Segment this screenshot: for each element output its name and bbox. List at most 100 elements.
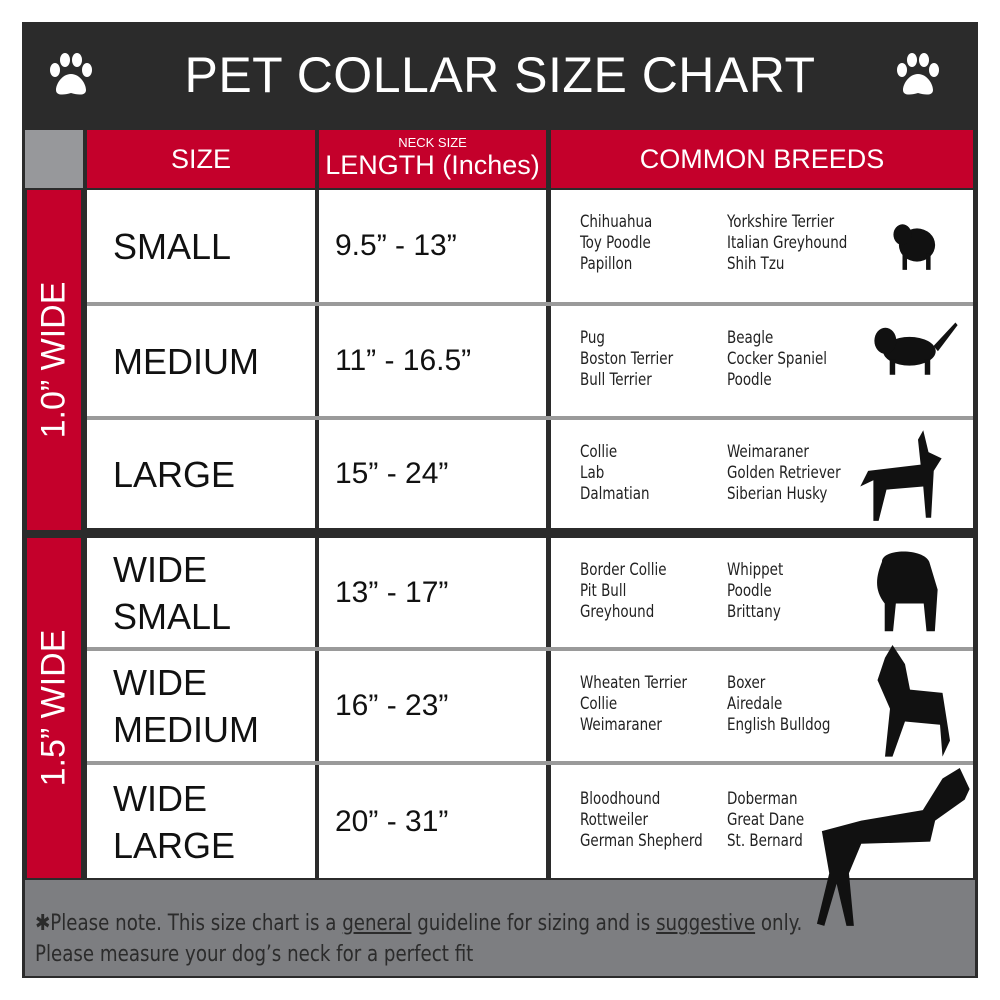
header-breeds-label: COMMON BREEDS — [639, 143, 885, 174]
breed-name: Doberman — [727, 789, 798, 809]
breed-name: Greyhound — [580, 602, 655, 622]
size-label: MEDIUM — [113, 340, 259, 382]
group-band-1: 1.0” WIDE — [27, 190, 81, 530]
paw-icon — [50, 53, 92, 95]
breed-name: Papillon — [580, 254, 633, 274]
row-divider — [87, 302, 973, 306]
row-divider — [87, 761, 973, 765]
dog-silhouette-icon — [877, 551, 938, 632]
breed-list: Weimaraner Golden Retriever Siberian Husky — [727, 442, 841, 505]
breed-name: Collie — [580, 694, 618, 714]
length-cell: 20” - 31” — [319, 765, 546, 878]
header-length: NECK SIZE LENGTH (Inches) — [319, 130, 546, 188]
breed-name: Collie — [580, 442, 618, 462]
breed-name: Toy Poodle — [580, 233, 651, 253]
length-cell: 9.5” - 13” — [319, 190, 546, 302]
length-value: 16” - 23” — [335, 689, 449, 722]
breed-name: Shih Tzu — [727, 254, 785, 274]
breed-name: St. Bernard — [727, 831, 803, 851]
dog-silhouette-icon — [877, 645, 950, 757]
length-value: 11” - 16.5” — [335, 344, 472, 377]
footer-note: ✱Please note. This size chart is a gener… — [35, 908, 918, 970]
breed-name: Italian Greyhound — [727, 233, 848, 253]
breed-name: Great Dane — [727, 810, 805, 830]
breed-list: Chihuahua Toy Poodle Papillon — [580, 212, 652, 275]
group-label: 1.0” WIDE — [34, 281, 73, 439]
breed-name: Boston Terrier — [580, 349, 674, 369]
size-label: WIDE — [113, 548, 207, 590]
breed-name: Airedale — [727, 694, 783, 714]
breed-name: Wheaten Terrier — [580, 673, 688, 693]
size-cell: WIDE SMALL — [87, 538, 315, 647]
breed-name: Pug — [580, 328, 605, 348]
breed-name: English Bulldog — [727, 715, 831, 735]
header-breeds: COMMON BREEDS — [551, 130, 973, 188]
breed-list: Bloodhound Rottweiler German Shepherd — [580, 789, 703, 852]
breed-name: Rottweiler — [580, 810, 649, 830]
breed-list: Pug Boston Terrier Bull Terrier — [580, 328, 673, 391]
size-label: MEDIUM — [113, 709, 259, 750]
breed-name: Lab — [580, 463, 605, 483]
note-text: only. — [760, 911, 803, 936]
group-label: 1.5” WIDE — [34, 629, 73, 787]
row-divider — [87, 647, 973, 651]
breed-list: Whippet Poodle Brittany — [727, 560, 783, 623]
breed-name: Yorkshire Terrier — [727, 212, 835, 232]
footer-note-panel — [25, 880, 975, 976]
breed-name: Pit Bull — [580, 581, 627, 601]
note-text: Please note. This size chart is a — [50, 911, 337, 936]
size-label: WIDE — [113, 777, 207, 819]
breed-list: Yorkshire Terrier Italian Greyhound Shih T… — [727, 212, 847, 275]
size-cell: MEDIUM — [87, 306, 315, 416]
breed-name: Poodle — [727, 370, 772, 390]
size-label: SMALL — [113, 595, 232, 637]
dog-silhouette-icon — [874, 322, 958, 375]
length-value: 13” - 17” — [335, 575, 449, 609]
size-cell: SMALL — [87, 190, 315, 302]
size-label: WIDE — [113, 662, 207, 703]
header-length-sublabel: NECK SIZE — [398, 135, 467, 150]
size-label: LARGE — [113, 453, 236, 495]
size-cell: WIDE MEDIUM — [87, 651, 315, 761]
dog-silhouette-icon — [860, 430, 942, 521]
breed-name: Cocker Spaniel — [727, 349, 828, 369]
length-value: 9.5” - 13” — [335, 229, 457, 262]
breed-name: Weimaraner — [727, 442, 809, 462]
breed-name: Chihuahua — [580, 212, 653, 232]
breed-name: Bull Terrier — [580, 370, 652, 390]
group-band-2: 1.5” WIDE — [27, 538, 81, 878]
breed-name: Dalmatian — [580, 484, 650, 504]
size-cell: LARGE — [87, 420, 315, 528]
note-line-2: Please measure your dog’s neck for a per… — [35, 942, 474, 967]
breed-list: Beagle Cocker Spaniel Poodle — [727, 328, 827, 391]
breed-name: German Shepherd — [580, 831, 703, 851]
breed-list: Boxer Airedale English Bulldog — [727, 673, 830, 736]
paw-icon — [897, 53, 939, 95]
breed-list: Wheaten Terrier Collie Weimaraner — [580, 673, 687, 736]
breed-name: Poodle — [727, 581, 772, 601]
breed-name: Weimaraner — [580, 715, 662, 735]
length-cell: 11” - 16.5” — [319, 306, 546, 416]
note-underlined: suggestive — [656, 911, 756, 936]
note-underlined: general — [342, 911, 412, 936]
breed-name: Bloodhound — [580, 789, 661, 809]
size-label: LARGE — [113, 824, 236, 866]
size-label: SMALL — [113, 225, 232, 267]
note-text: guideline for sizing and is — [417, 911, 651, 936]
breed-name: Brittany — [727, 602, 781, 622]
dog-silhouette-icon — [893, 224, 936, 270]
size-cell: WIDE LARGE — [87, 765, 315, 878]
breed-name: Siberian Husky — [727, 484, 828, 504]
header-size-label: SIZE — [170, 143, 231, 174]
length-value: 15” - 24” — [335, 457, 449, 490]
breed-list: Collie Lab Dalmatian — [580, 442, 650, 505]
dog-silhouette-icon — [816, 768, 970, 926]
asterisk: ✱ — [35, 911, 51, 936]
breed-name: Golden Retriever — [727, 463, 841, 483]
header-length-label: LENGTH (Inches) — [325, 150, 540, 180]
breed-name: Beagle — [727, 328, 774, 348]
breed-list: Border Collie Pit Bull Greyhound — [580, 560, 667, 623]
breed-name: Whippet — [727, 560, 784, 580]
length-cell: 16” - 23” — [319, 651, 546, 761]
breed-list: Doberman Great Dane St. Bernard — [727, 789, 804, 852]
